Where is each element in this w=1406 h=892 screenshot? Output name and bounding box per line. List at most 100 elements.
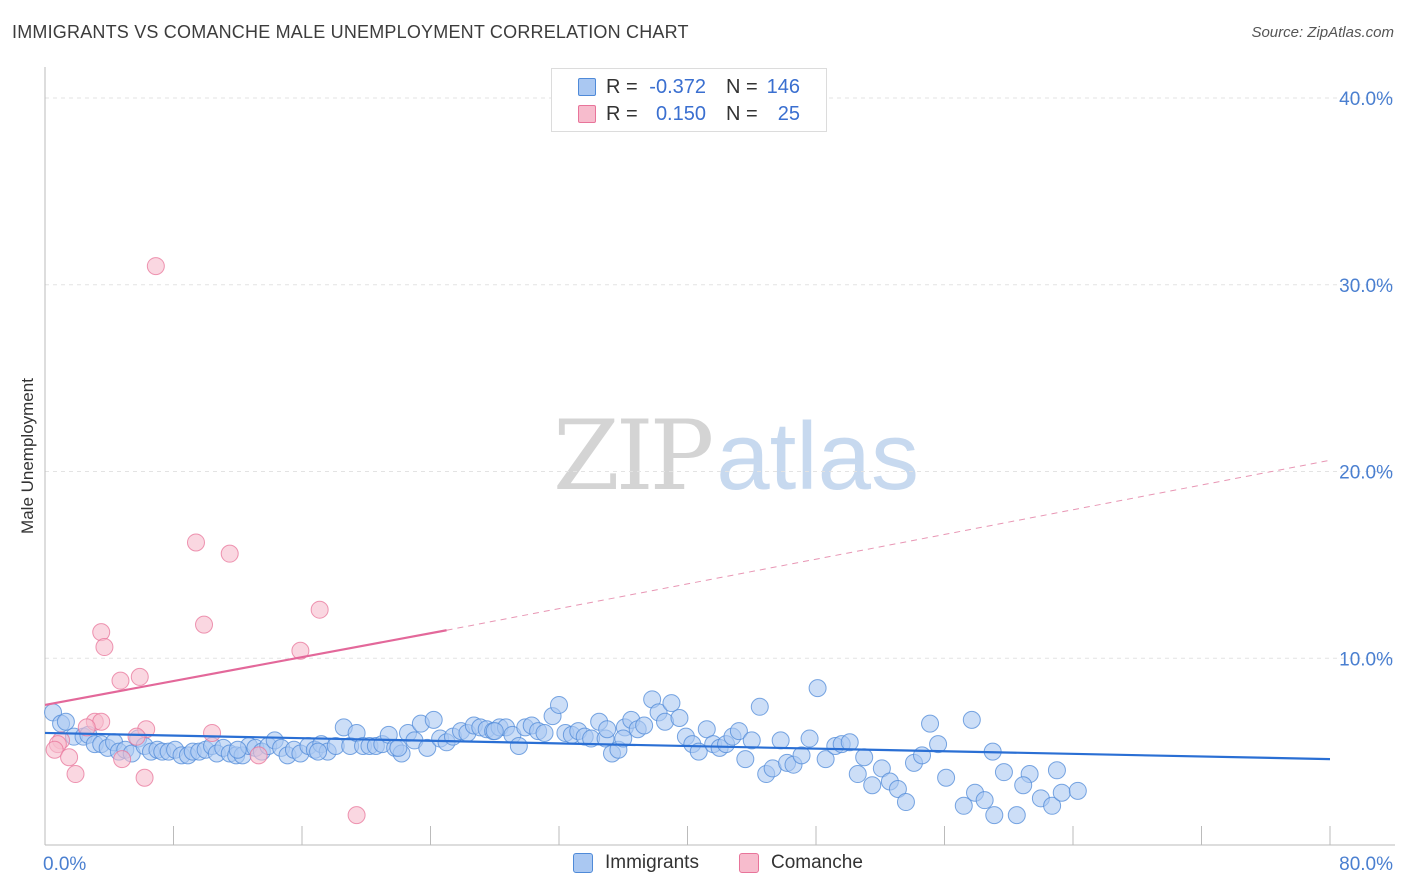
series-legend: Immigrants Comanche [0, 852, 1406, 878]
immigrants-point[interactable] [872, 759, 891, 778]
immigrants-point[interactable] [598, 720, 617, 739]
r-label: R = [606, 102, 638, 125]
immigrants-point[interactable] [929, 735, 948, 754]
legend-label: Comanche [771, 852, 863, 873]
comanche-point[interactable] [77, 718, 96, 737]
immigrants-point[interactable] [800, 729, 819, 748]
comanche-swatch [739, 853, 759, 873]
comanche-point[interactable] [60, 748, 79, 767]
immigrants-point[interactable] [985, 806, 1004, 825]
watermark: ZIPatlas [553, 400, 919, 512]
comanche-point[interactable] [310, 600, 329, 619]
comanche-point[interactable] [66, 765, 85, 784]
immigrants-point[interactable] [913, 746, 932, 765]
immigrants-point[interactable] [614, 729, 633, 748]
comanche-point[interactable] [130, 667, 149, 686]
n-label: N = [726, 102, 758, 125]
comanche-trend-extension [446, 459, 1331, 631]
immigrants-point[interactable] [550, 695, 568, 714]
comanche-point[interactable] [249, 746, 268, 765]
immigrants-point[interactable] [840, 733, 859, 752]
comanche-point[interactable] [92, 623, 111, 642]
immigrants-point[interactable] [1047, 761, 1066, 780]
comanche-point[interactable] [291, 641, 310, 660]
immigrants-point[interactable] [535, 723, 554, 742]
comanche-swatch [578, 105, 596, 123]
immigrants-point[interactable] [742, 731, 761, 750]
x-tick-label-min: 0.0% [43, 854, 86, 875]
immigrants-point[interactable] [635, 716, 654, 735]
immigrants-point[interactable] [937, 768, 956, 787]
immigrants-point[interactable] [309, 742, 328, 761]
source-label[interactable]: Source: ZipAtlas.com [1251, 24, 1394, 41]
watermark-zip: ZIP [553, 400, 714, 512]
correlation-legend: R = -0.372 N = 146 R = 0.150 N = 25 [551, 68, 827, 132]
y-axis-label: Male Unemployment [18, 378, 37, 534]
comanche-point[interactable] [186, 533, 205, 552]
immigrants-point[interactable] [662, 694, 681, 713]
immigrants-point[interactable] [994, 763, 1013, 782]
comanche-point[interactable] [146, 257, 165, 276]
x-tick-label-max: 80.0% [1339, 854, 1393, 875]
immigrants-point[interactable] [228, 740, 247, 759]
immigrants-swatch [573, 853, 593, 873]
y-tick-label: 30.0% [1339, 276, 1393, 297]
legend-item-immigrants[interactable]: Immigrants [573, 852, 699, 874]
r-label: R = [606, 75, 638, 98]
immigrants-point[interactable] [888, 779, 907, 798]
immigrants-point[interactable] [389, 738, 408, 757]
comanche-point[interactable] [127, 727, 146, 746]
comanche-point[interactable] [347, 806, 366, 825]
y-tick-label: 20.0% [1339, 463, 1393, 484]
immigrants-point[interactable] [816, 750, 835, 769]
immigrants-point[interactable] [855, 748, 874, 767]
immigrants-point[interactable] [848, 765, 867, 784]
immigrants-point[interactable] [1068, 781, 1087, 800]
immigrants-point[interactable] [975, 791, 994, 810]
comanche-point[interactable] [220, 544, 239, 563]
immigrants-point[interactable] [424, 710, 443, 729]
r-value: 0.150 [655, 102, 706, 125]
immigrants-point[interactable] [1052, 783, 1071, 802]
n-label: N = [726, 75, 758, 98]
immigrants-point[interactable] [808, 679, 827, 698]
immigrants-point[interactable] [485, 722, 504, 741]
immigrants-point[interactable] [954, 796, 973, 815]
legend-label: Immigrants [605, 852, 699, 873]
legend-row-immigrants: R = -0.372 N = 146 [578, 74, 800, 100]
y-tick-label: 40.0% [1339, 89, 1393, 110]
immigrants-trend-line [44, 731, 1331, 761]
immigrants-point[interactable] [418, 738, 437, 757]
comanche-point[interactable] [45, 740, 64, 759]
immigrants-point[interactable] [729, 722, 748, 741]
immigrants-point[interactable] [56, 712, 75, 731]
immigrants-point[interactable] [1007, 806, 1026, 825]
immigrants-point[interactable] [1014, 776, 1033, 795]
comanche-point[interactable] [113, 750, 132, 769]
comanche-point[interactable] [95, 638, 114, 657]
chart-title: IMMIGRANTS VS COMANCHE MALE UNEMPLOYMENT… [12, 22, 689, 42]
legend-row-comanche: R = 0.150 N = 25 [578, 101, 800, 127]
legend-item-comanche[interactable]: Comanche [739, 852, 863, 874]
immigrants-point[interactable] [1043, 796, 1062, 815]
comanche-point[interactable] [203, 723, 222, 742]
comanche-point[interactable] [135, 768, 154, 787]
immigrants-point[interactable] [921, 714, 940, 733]
immigrants-point[interactable] [750, 697, 769, 716]
immigrants-point[interactable] [670, 709, 689, 728]
immigrants-point[interactable] [863, 776, 882, 795]
immigrants-point[interactable] [896, 793, 915, 812]
comanche-point[interactable] [111, 671, 130, 690]
comanche-trend-line [44, 629, 447, 707]
immigrants-point[interactable] [962, 710, 981, 729]
r-value: -0.372 [649, 75, 706, 98]
immigrants-point[interactable] [509, 737, 528, 756]
n-value: 25 [777, 102, 800, 125]
n-value: 146 [766, 75, 800, 98]
immigrants-point[interactable] [792, 746, 811, 765]
immigrants-point[interactable] [736, 750, 755, 769]
immigrants-point[interactable] [771, 731, 790, 750]
immigrants-point[interactable] [697, 720, 716, 739]
comanche-point[interactable] [195, 615, 214, 634]
